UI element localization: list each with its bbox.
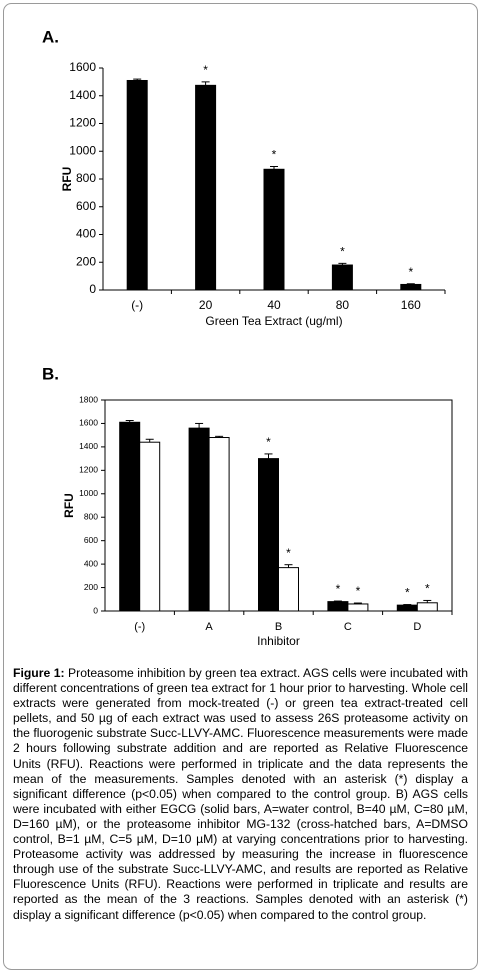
bar <box>396 604 418 612</box>
significance-marker: * <box>266 435 271 449</box>
y-tick-label: 1000 <box>69 143 96 157</box>
y-tick-label: 1800 <box>79 394 98 404</box>
y-tick-label: 600 <box>84 535 98 545</box>
significance-marker: * <box>272 148 277 162</box>
x-tick-label: 20 <box>199 298 213 312</box>
significance-marker: * <box>286 546 291 560</box>
y-tick-label: 200 <box>84 582 98 592</box>
bar <box>331 264 353 291</box>
bar <box>119 421 141 612</box>
x-tick-label: B <box>275 621 282 633</box>
y-tick-label: 1600 <box>79 418 98 428</box>
bar <box>327 601 349 612</box>
y-tick-label: 1400 <box>79 441 98 451</box>
caption-label: Figure 1: <box>13 666 65 680</box>
significance-marker: * <box>340 245 345 259</box>
panel-label: A. <box>42 27 59 46</box>
significance-marker: * <box>405 586 410 600</box>
significance-marker: * <box>203 63 208 77</box>
panel-label: B. <box>42 364 59 383</box>
y-tick-label: 800 <box>76 171 96 185</box>
y-tick-label: 400 <box>76 227 96 241</box>
bar <box>195 84 217 291</box>
significance-marker: * <box>425 582 430 596</box>
bar <box>139 441 161 612</box>
bar <box>188 427 210 612</box>
bar <box>208 437 230 612</box>
y-tick-label: 600 <box>76 199 96 213</box>
bar <box>416 602 438 612</box>
bar <box>263 168 285 291</box>
y-tick-label: 800 <box>84 511 98 521</box>
bar <box>347 603 369 612</box>
y-tick-label: 200 <box>76 254 96 268</box>
significance-marker: * <box>408 265 413 279</box>
x-tick-label: 40 <box>267 298 281 312</box>
bar <box>126 79 148 291</box>
significance-marker: * <box>336 582 341 596</box>
x-tick-label: 80 <box>336 298 350 312</box>
x-tick-label: (-) <box>134 621 145 633</box>
x-tick-label: 160 <box>401 298 421 312</box>
x-tick-label: C <box>344 621 352 633</box>
y-tick-label: 1200 <box>79 465 98 475</box>
y-tick-label: 400 <box>84 558 98 568</box>
caption-text: Proteasome inhibition by green tea extra… <box>13 666 468 922</box>
y-axis-label: RFU <box>62 493 76 518</box>
y-tick-label: 1000 <box>79 488 98 498</box>
x-tick-label: A <box>205 621 213 633</box>
y-tick-label: 0 <box>89 282 96 296</box>
x-tick-label: D <box>413 621 421 633</box>
caption: Figure 1: Proteasome inhibition by green… <box>13 666 468 923</box>
y-axis-label: RFU <box>60 167 74 192</box>
bar <box>278 567 299 612</box>
y-tick-label: 1600 <box>69 60 96 74</box>
y-tick-label: 1200 <box>69 116 96 130</box>
bar <box>400 283 422 291</box>
figure-border <box>3 3 478 970</box>
bar <box>258 458 279 612</box>
x-axis-label: Green Tea Extract (ug/ml) <box>205 314 342 328</box>
y-tick-label: 0 <box>93 605 98 615</box>
y-tick-label: 1400 <box>69 88 96 102</box>
significance-marker: * <box>356 584 361 598</box>
x-tick-label: (-) <box>131 298 143 312</box>
x-axis-label: Inhibitor <box>257 634 300 648</box>
